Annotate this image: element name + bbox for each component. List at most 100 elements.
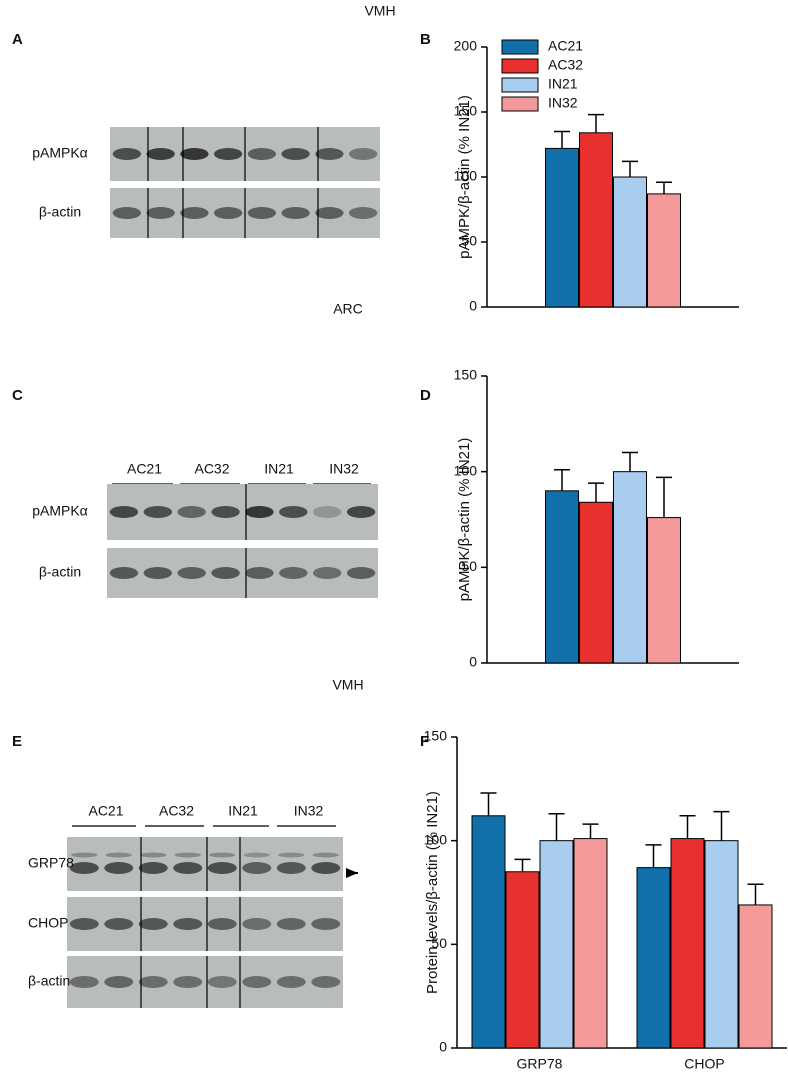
bar [647, 193, 681, 308]
lane-group-label: IN21 [228, 803, 258, 819]
band [276, 918, 306, 930]
band [109, 567, 139, 579]
band [281, 148, 310, 160]
legend-label: AC21 [548, 38, 583, 54]
bar [704, 840, 739, 1049]
y-axis-label: pAMPK/β-actin (% IN21) [456, 95, 473, 259]
bar [738, 904, 773, 1049]
lane-group-label: AC21 [88, 803, 123, 819]
error-bar [588, 482, 604, 503]
section-title: VMH [332, 677, 363, 693]
y-tick-label: 100 [454, 462, 478, 478]
error-bar [713, 810, 730, 841]
band [247, 207, 277, 219]
error-bar [679, 815, 696, 839]
band [279, 506, 308, 518]
error-bar [582, 823, 599, 839]
y-tick-label: 50 [461, 233, 477, 249]
band [348, 207, 378, 219]
band [245, 506, 274, 518]
bar [545, 147, 579, 308]
lane-group-label: AC21 [127, 461, 162, 477]
y-tick-label: 150 [424, 728, 448, 744]
band [146, 148, 175, 160]
band [138, 976, 168, 988]
y-tick-label: 0 [439, 1039, 447, 1055]
band [207, 918, 237, 930]
band [243, 852, 270, 858]
blot-row-label: β-actin [39, 204, 81, 220]
panel-letter: B [420, 31, 431, 48]
band [177, 567, 206, 579]
band [104, 862, 134, 874]
legend-swatch [501, 39, 539, 55]
y-tick-label: 150 [454, 103, 478, 119]
bar [471, 815, 506, 1049]
bar [579, 132, 613, 308]
y-tick-label: 50 [461, 558, 477, 574]
panel-letter: F [420, 733, 429, 750]
legend-swatch [501, 77, 539, 93]
error-bar [622, 451, 638, 472]
y-tick-label: 100 [424, 831, 448, 847]
blot-row-label: pAMPKα [32, 145, 88, 161]
blot-row-label: β-actin [28, 973, 70, 989]
band [69, 918, 99, 930]
lane-group-label: AC32 [194, 461, 229, 477]
band [173, 976, 203, 988]
band [173, 918, 203, 930]
band [112, 207, 142, 219]
error-bar [554, 130, 570, 149]
band [312, 567, 342, 579]
y-tick-label: 200 [454, 38, 478, 54]
band [209, 852, 236, 858]
band [247, 148, 277, 160]
band [104, 976, 134, 988]
band [143, 506, 173, 518]
error-bar [622, 160, 638, 177]
bar [613, 176, 647, 308]
legend-swatch [501, 58, 539, 74]
band [315, 207, 344, 219]
band [71, 852, 98, 858]
band [140, 852, 167, 858]
blot-row-label: pAMPKα [32, 503, 88, 519]
band [279, 567, 308, 579]
band [69, 976, 99, 988]
band [143, 567, 173, 579]
blot-row-label: β-actin [39, 564, 81, 580]
y-tick-label: 100 [454, 168, 478, 184]
panel-letter: C [12, 387, 23, 404]
error-bar [514, 858, 531, 872]
band [177, 506, 206, 518]
band [312, 506, 342, 518]
band [346, 506, 376, 518]
band [146, 207, 175, 219]
bar [670, 838, 705, 1049]
band [278, 852, 305, 858]
bar [573, 838, 608, 1049]
band [311, 862, 341, 874]
band [346, 567, 376, 579]
y-tick-label: 150 [454, 367, 478, 383]
legend-label: IN21 [548, 76, 578, 92]
band [173, 862, 203, 874]
y-axis-label: pAMPK/β-actin (% IN21) [456, 438, 473, 602]
band [242, 862, 272, 874]
bar [613, 471, 647, 664]
band [245, 567, 274, 579]
band [105, 852, 132, 858]
x-tick-label: CHOP [684, 1056, 724, 1072]
bar [579, 501, 613, 664]
band [207, 862, 237, 874]
band [180, 207, 209, 219]
band [276, 862, 306, 874]
band [69, 862, 99, 874]
band [138, 862, 168, 874]
y-tick-label: 0 [469, 298, 477, 314]
band [211, 567, 240, 579]
panel-letter: D [420, 387, 431, 404]
band [138, 918, 168, 930]
band [213, 207, 243, 219]
lane-group-label: AC32 [159, 803, 194, 819]
